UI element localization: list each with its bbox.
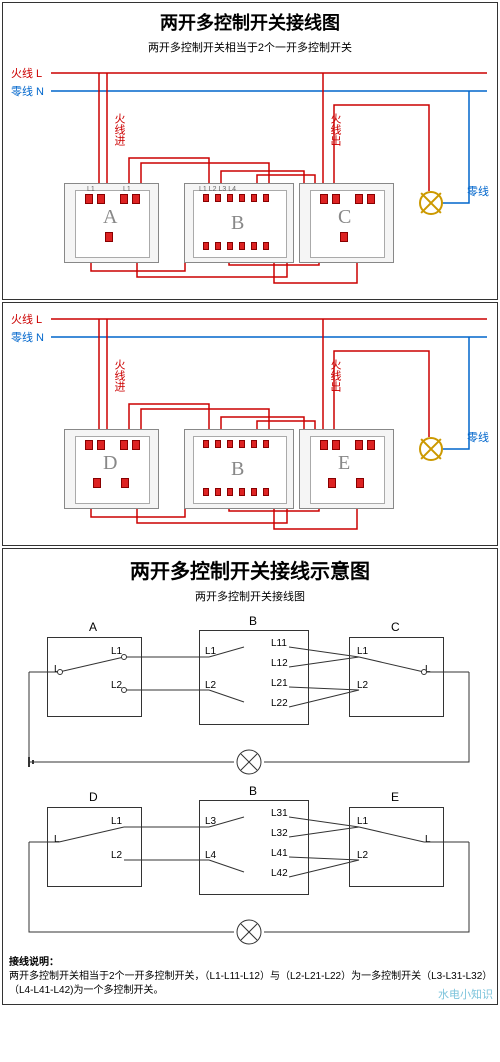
live-in-2: 火线进 xyxy=(111,359,127,392)
switch-d-letter: D xyxy=(103,452,117,475)
switch-a: A L1L1 xyxy=(64,183,159,263)
live-label-2: 火线 L xyxy=(11,311,42,327)
footer-text: 两开多控制开关相当于2个一开多控制开关，（L1-L11-L12）与（L2-L21… xyxy=(9,971,487,996)
panel3-title: 两开多控制开关接线示意图 xyxy=(9,555,491,584)
switch-d: D xyxy=(64,429,159,509)
watermark: 水电小知识 xyxy=(438,986,493,1002)
panel3-subtitle: 两开多控制开关接线图 xyxy=(9,588,491,604)
switch-a-letter: A xyxy=(103,206,117,229)
panel1-title: 两开多控制开关接线图 xyxy=(9,9,491,35)
lamp-1 xyxy=(419,191,443,215)
live-label: 火线 L xyxy=(11,65,42,81)
switch-b2-letter: B xyxy=(231,458,244,481)
sch-b2-label: B xyxy=(249,784,257,798)
live-in-label: 火线进 xyxy=(111,113,127,146)
sch-d-label: D xyxy=(89,790,98,804)
switch-c-letter: C xyxy=(338,206,351,229)
panel1-subtitle: 两开多控制开关相当于2个一开多控制开关 xyxy=(9,39,491,55)
live-out-2: 火线出 xyxy=(327,359,343,392)
neutral-right-2: 零线 xyxy=(467,429,489,445)
switch-b: B L1 L2 L3 L4 xyxy=(184,183,294,263)
sch-a xyxy=(47,637,142,717)
sch-b2 xyxy=(199,800,309,895)
switch-e: E xyxy=(299,429,394,509)
wiring-panel-1: 两开多控制开关接线图 两开多控制开关相当于2个一开多控制开关 火线 L 零线 N… xyxy=(2,2,498,300)
neutral-right: 零线 xyxy=(467,183,489,199)
sch-a-label: A xyxy=(89,620,97,634)
footer-title: 接线说明： xyxy=(9,957,59,968)
schematic-row-2: D L L1 L2 B L3 L4 L31 L32 L41 L42 E L1 L… xyxy=(9,782,491,952)
switch-e-letter: E xyxy=(338,452,350,475)
neutral-label-2: 零线 N xyxy=(11,329,44,345)
live-out-label: 火线出 xyxy=(327,113,343,146)
lamp-2 xyxy=(419,437,443,461)
footer: 接线说明： 两开多控制开关相当于2个一开多控制开关，（L1-L11-L12）与（… xyxy=(9,956,491,998)
sch-c-label: C xyxy=(391,620,400,634)
sch-b1 xyxy=(199,630,309,725)
schematic-row-1: A L L1 L2 B L1 L2 L11 L12 L21 L22 C L1 L… xyxy=(9,612,491,782)
switch-b-letter: B xyxy=(231,212,244,235)
panel1-diagram: 火线 L 零线 N 火线进 火线出 零线 xyxy=(9,63,491,293)
sch-e-label: E xyxy=(391,790,399,804)
switch-b2: B xyxy=(184,429,294,509)
sch-b1-label: B xyxy=(249,614,257,628)
neutral-label: 零线 N xyxy=(11,83,44,99)
schematic-panel: 两开多控制开关接线示意图 两开多控制开关接线图 A L L1 xyxy=(2,548,498,1005)
sch-d xyxy=(47,807,142,887)
wiring-panel-2: 火线 L 零线 N 火线进 火线出 零线 D xyxy=(2,302,498,546)
switch-c: C xyxy=(299,183,394,263)
panel2-diagram: 火线 L 零线 N 火线进 火线出 零线 D xyxy=(9,309,491,539)
